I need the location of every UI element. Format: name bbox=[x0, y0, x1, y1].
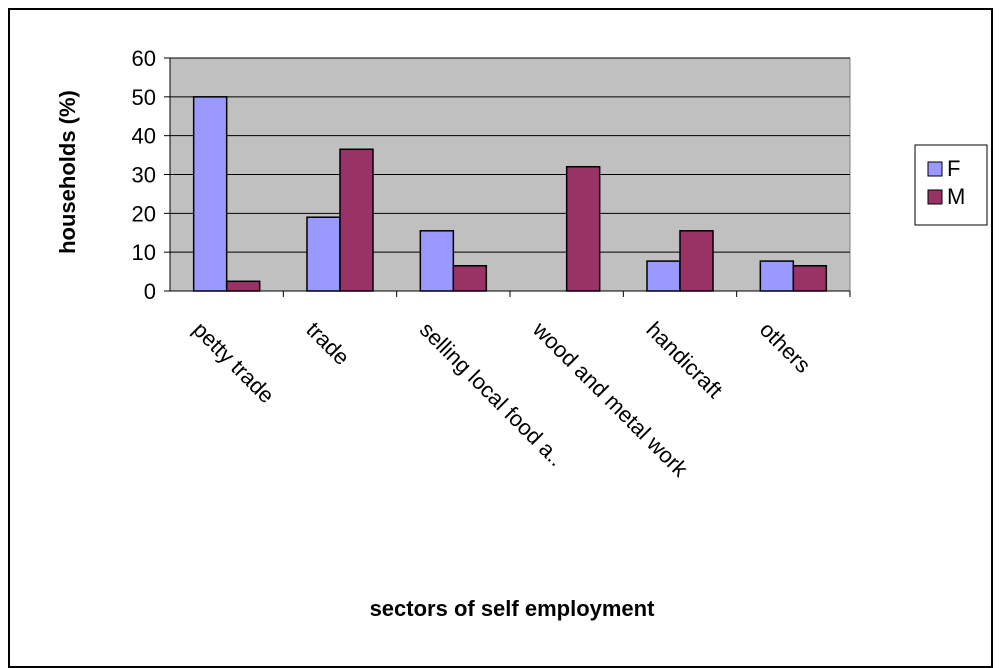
bar-F-1 bbox=[306, 216, 341, 292]
bar-M-2 bbox=[452, 265, 488, 292]
y-tick-label: 40 bbox=[132, 124, 156, 149]
bar-M-0 bbox=[225, 280, 261, 292]
bar-M-5 bbox=[792, 265, 828, 292]
bar-M-4 bbox=[679, 230, 714, 292]
y-tick-label: 30 bbox=[132, 163, 156, 188]
x-tick-label: handicraft bbox=[641, 317, 727, 403]
legend-swatch-M bbox=[927, 189, 943, 205]
bar-F-0 bbox=[192, 96, 228, 292]
x-tick-label: petty trade bbox=[188, 317, 279, 408]
bar-F-4 bbox=[646, 260, 681, 292]
x-axis-title: sectors of self employment bbox=[370, 596, 656, 621]
legend-label-M: M bbox=[947, 184, 965, 209]
y-tick-label: 50 bbox=[132, 85, 156, 110]
legend: FM bbox=[914, 144, 988, 226]
y-tick-label: 20 bbox=[132, 201, 156, 226]
y-tick-label: 0 bbox=[144, 279, 156, 304]
y-axis-title: households (%) bbox=[55, 90, 80, 254]
x-tick-label: trade bbox=[301, 317, 354, 370]
bar-F-5 bbox=[759, 260, 795, 292]
x-tick-labels: petty trade trade selling local food a..wo… bbox=[188, 316, 816, 482]
bars bbox=[192, 96, 828, 292]
bar-M-1 bbox=[339, 148, 374, 292]
gridlines bbox=[170, 57, 850, 253]
x-tick-label: others bbox=[755, 317, 816, 378]
bar-M-3 bbox=[565, 165, 601, 292]
y-tick-labels: 0 10 20 30 40 50 60 bbox=[132, 46, 156, 304]
legend-box bbox=[914, 144, 988, 226]
y-tick-label: 10 bbox=[132, 240, 156, 265]
legend-label-F: F bbox=[947, 156, 960, 181]
axes bbox=[164, 57, 851, 297]
bar-F-2 bbox=[419, 230, 455, 292]
y-tick-label: 60 bbox=[132, 46, 156, 71]
legend-swatch-F bbox=[927, 161, 943, 177]
